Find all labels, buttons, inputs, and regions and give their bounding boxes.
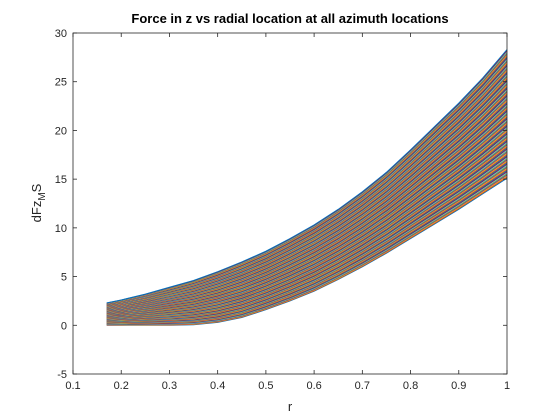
x-axis: 0.1 0.2 0.3 0.4 0.5 0.6 0.7 0.8 0.9 1 (65, 33, 510, 392)
x-axis-label: r (288, 399, 293, 414)
x-tick-label: 0.6 (306, 380, 321, 392)
series-line (106, 49, 508, 304)
chart-title: Force in z vs radial location at all azi… (131, 11, 448, 26)
axes-box (72, 32, 508, 375)
y-tick-label: 10 (55, 223, 67, 235)
y-tick-label: 30 (55, 28, 67, 40)
y-axis-label-base: dFz (29, 201, 44, 223)
y-tick-label: 5 (61, 272, 67, 284)
series-lines-group (106, 49, 508, 326)
x-tick-label: 0.2 (114, 380, 129, 392)
x-tick-label: 0.4 (210, 380, 225, 392)
y-tick-label: 0 (61, 320, 67, 332)
x-tick-label: 0.7 (355, 380, 370, 392)
x-tick-label: 0.5 (258, 380, 273, 392)
y-tick-label: 20 (55, 125, 67, 137)
x-tick-label: 0.9 (451, 380, 466, 392)
x-tick-label: 0.3 (162, 380, 177, 392)
y-axis: -5 0 5 10 15 20 25 30 (55, 28, 507, 381)
x-tick-label: 1 (504, 380, 510, 392)
y-axis-label-end: S (29, 183, 44, 192)
y-axis-label: dFzMS (29, 183, 48, 222)
y-tick-label: 15 (55, 174, 67, 186)
y-tick-label: -5 (57, 369, 67, 381)
y-tick-label: 25 (55, 77, 67, 89)
x-tick-label: 0.8 (403, 380, 418, 392)
x-tick-label: 0.1 (65, 380, 80, 392)
y-axis-label-subscript: M (37, 192, 48, 200)
